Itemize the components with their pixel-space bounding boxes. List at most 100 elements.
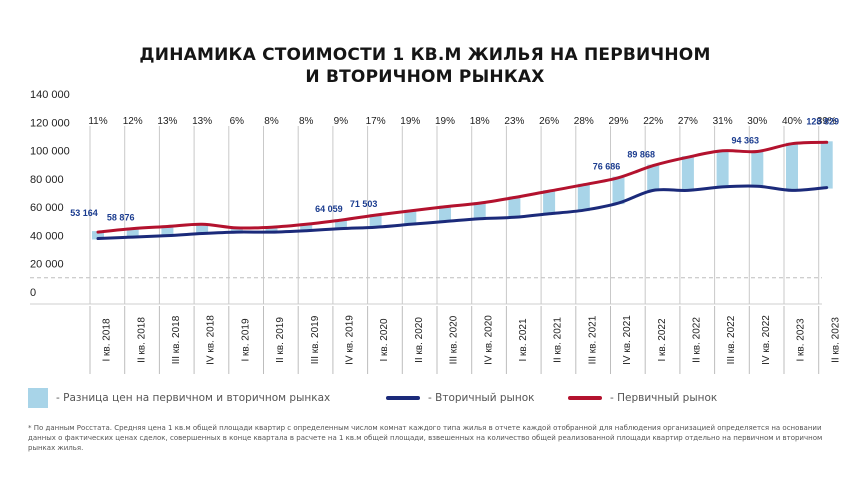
difference-percent-label: 12% [123,116,143,127]
y-tick-label: 120 000 [30,117,70,129]
value-label: 128 829 [806,116,839,126]
difference-bar [161,225,174,237]
difference-bar [439,205,451,223]
difference-percent-label: 30% [747,116,767,127]
difference-bar [92,231,104,240]
series-lines [96,140,829,240]
difference-percent-label: 9% [334,116,349,127]
legend-difference-swatch [28,388,48,408]
value-label: 94 363 [732,136,760,146]
difference-bar [334,219,347,230]
legend-difference: - Разница цен на первичном и вторичном р… [28,388,330,408]
difference-bar [126,227,139,239]
difference-percent-label: 23% [504,116,524,127]
category-label: IV кв. 2022 [761,315,772,365]
category-label: IV кв. 2021 [622,315,633,365]
difference-bar [473,202,486,220]
series-line-secondary [96,184,829,240]
difference-percent-label: 8% [264,116,279,127]
difference-bar [508,196,521,219]
difference-percent-label: 31% [713,116,733,127]
difference-bar [369,214,382,229]
difference-percent-label: 8% [299,116,314,127]
difference-bar [300,223,313,232]
category-label: I кв. 2022 [657,318,668,361]
difference-percent-label: 11% [88,116,107,127]
difference-percent-label: 19% [435,116,455,127]
legend-secondary: - Вторичный рынок [386,388,534,408]
difference-bar [543,190,556,215]
difference-percent-label: 27% [678,116,698,127]
y-tick-label: 100 000 [30,146,70,158]
difference-bar [647,164,660,192]
difference-bar [230,226,243,234]
difference-bar [751,150,764,188]
category-label: III кв. 2019 [310,315,321,364]
category-label: I кв. 2020 [379,318,390,361]
difference-bar [196,223,209,235]
legend-primary: - Первичный рынок [568,388,717,408]
category-label: II кв. 2019 [275,317,286,363]
difference-percent-label: 6% [230,116,245,127]
chart-title-line1: ДИНАМИКА СТОИМОСТИ 1 КВ.М ЖИЛЬЯ НА ПЕРВИ… [139,45,711,65]
category-label: IV кв. 2019 [345,315,356,365]
difference-percent-label: 17% [366,116,386,127]
difference-percent-label: 39% [817,116,837,127]
difference-percent-label: 29% [608,116,628,127]
category-label: II кв. 2020 [414,317,425,363]
difference-bar [612,176,625,205]
difference-bar [265,226,278,234]
y-tick-label: 20 000 [30,259,64,271]
y-tick-label: 80 000 [30,174,64,186]
difference-bar [820,141,833,189]
legend-secondary-label: - Вторичный рынок [428,392,535,404]
difference-percent-label: 13% [157,116,177,127]
value-label: 76 686 [593,162,621,172]
legend-primary-swatch [568,396,602,400]
category-label: II кв. 2021 [553,317,564,363]
category-label: I кв. 2018 [102,318,113,361]
y-tick-label: 140 000 [30,89,70,101]
difference-bar [404,209,417,226]
difference-percent-label: 28% [574,116,594,127]
category-label: IV кв. 2018 [206,315,217,365]
category-label: IV кв. 2020 [483,315,494,365]
category-label: III кв. 2018 [171,315,182,364]
difference-percent-label: 40% [782,116,802,127]
legend-secondary-swatch [386,396,420,400]
series-line-primary [96,140,829,234]
category-label: II кв. 2023 [830,317,841,363]
chart-labels: 11% I кв. 2018 12% II кв. 2018 13% III кв. 20… [70,116,841,365]
chart-title-line2: И ВТОРИЧНОМ РЫНКАХ [305,67,545,87]
category-label: III кв. 2021 [587,315,598,364]
category-label: II кв. 2022 [692,317,703,363]
y-tick-label: 0 [30,287,36,299]
value-label: 71 503 [350,199,378,209]
difference-percent-label: 13% [192,116,212,127]
difference-bar [786,142,798,192]
difference-percent-label: 26% [539,116,559,127]
category-label: I кв. 2019 [240,318,251,361]
footnote: * По данным Росстата. Средняя цена 1 кв.… [28,424,823,452]
chart-title: ДИНАМИКА СТОИМОСТИ 1 КВ.М ЖИЛЬЯ НА ПЕРВИ… [0,44,850,88]
y-tick-label: 60 000 [30,202,64,214]
value-label: 58 876 [107,213,135,223]
value-label: 89 868 [627,150,655,160]
category-label: I кв. 2021 [518,318,529,361]
category-label: II кв. 2018 [136,317,147,363]
legend-difference-label: - Разница цен на первичном и вторичном р… [56,392,331,404]
legend-primary-label: - Первичный рынок [610,392,718,404]
y-tick-label: 40 000 [30,230,64,242]
value-label: 53 164 [70,208,98,218]
chart-grid: 0 20 000 40 000 60 000 80 000 100 000 120 000 1… [30,89,822,374]
category-label: I кв. 2023 [796,318,807,361]
difference-bars [92,141,833,240]
category-label: III кв. 2020 [449,315,460,364]
difference-percent-label: 19% [400,116,420,127]
value-label: 64 059 [315,204,343,214]
difference-bar [716,149,729,188]
category-label: III кв. 2022 [726,315,737,364]
difference-bar [577,183,590,212]
difference-bar [681,156,694,192]
